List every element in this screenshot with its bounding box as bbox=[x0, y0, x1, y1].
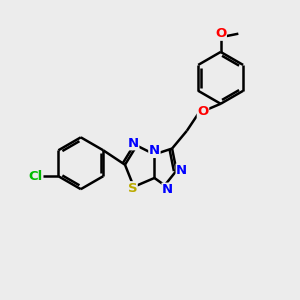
Text: O: O bbox=[197, 105, 208, 118]
Text: N: N bbox=[149, 144, 160, 158]
Text: N: N bbox=[176, 164, 188, 177]
Text: N: N bbox=[128, 137, 139, 150]
Text: Cl: Cl bbox=[28, 170, 43, 183]
Text: O: O bbox=[215, 27, 226, 40]
Text: N: N bbox=[162, 183, 173, 196]
Text: S: S bbox=[128, 182, 137, 195]
